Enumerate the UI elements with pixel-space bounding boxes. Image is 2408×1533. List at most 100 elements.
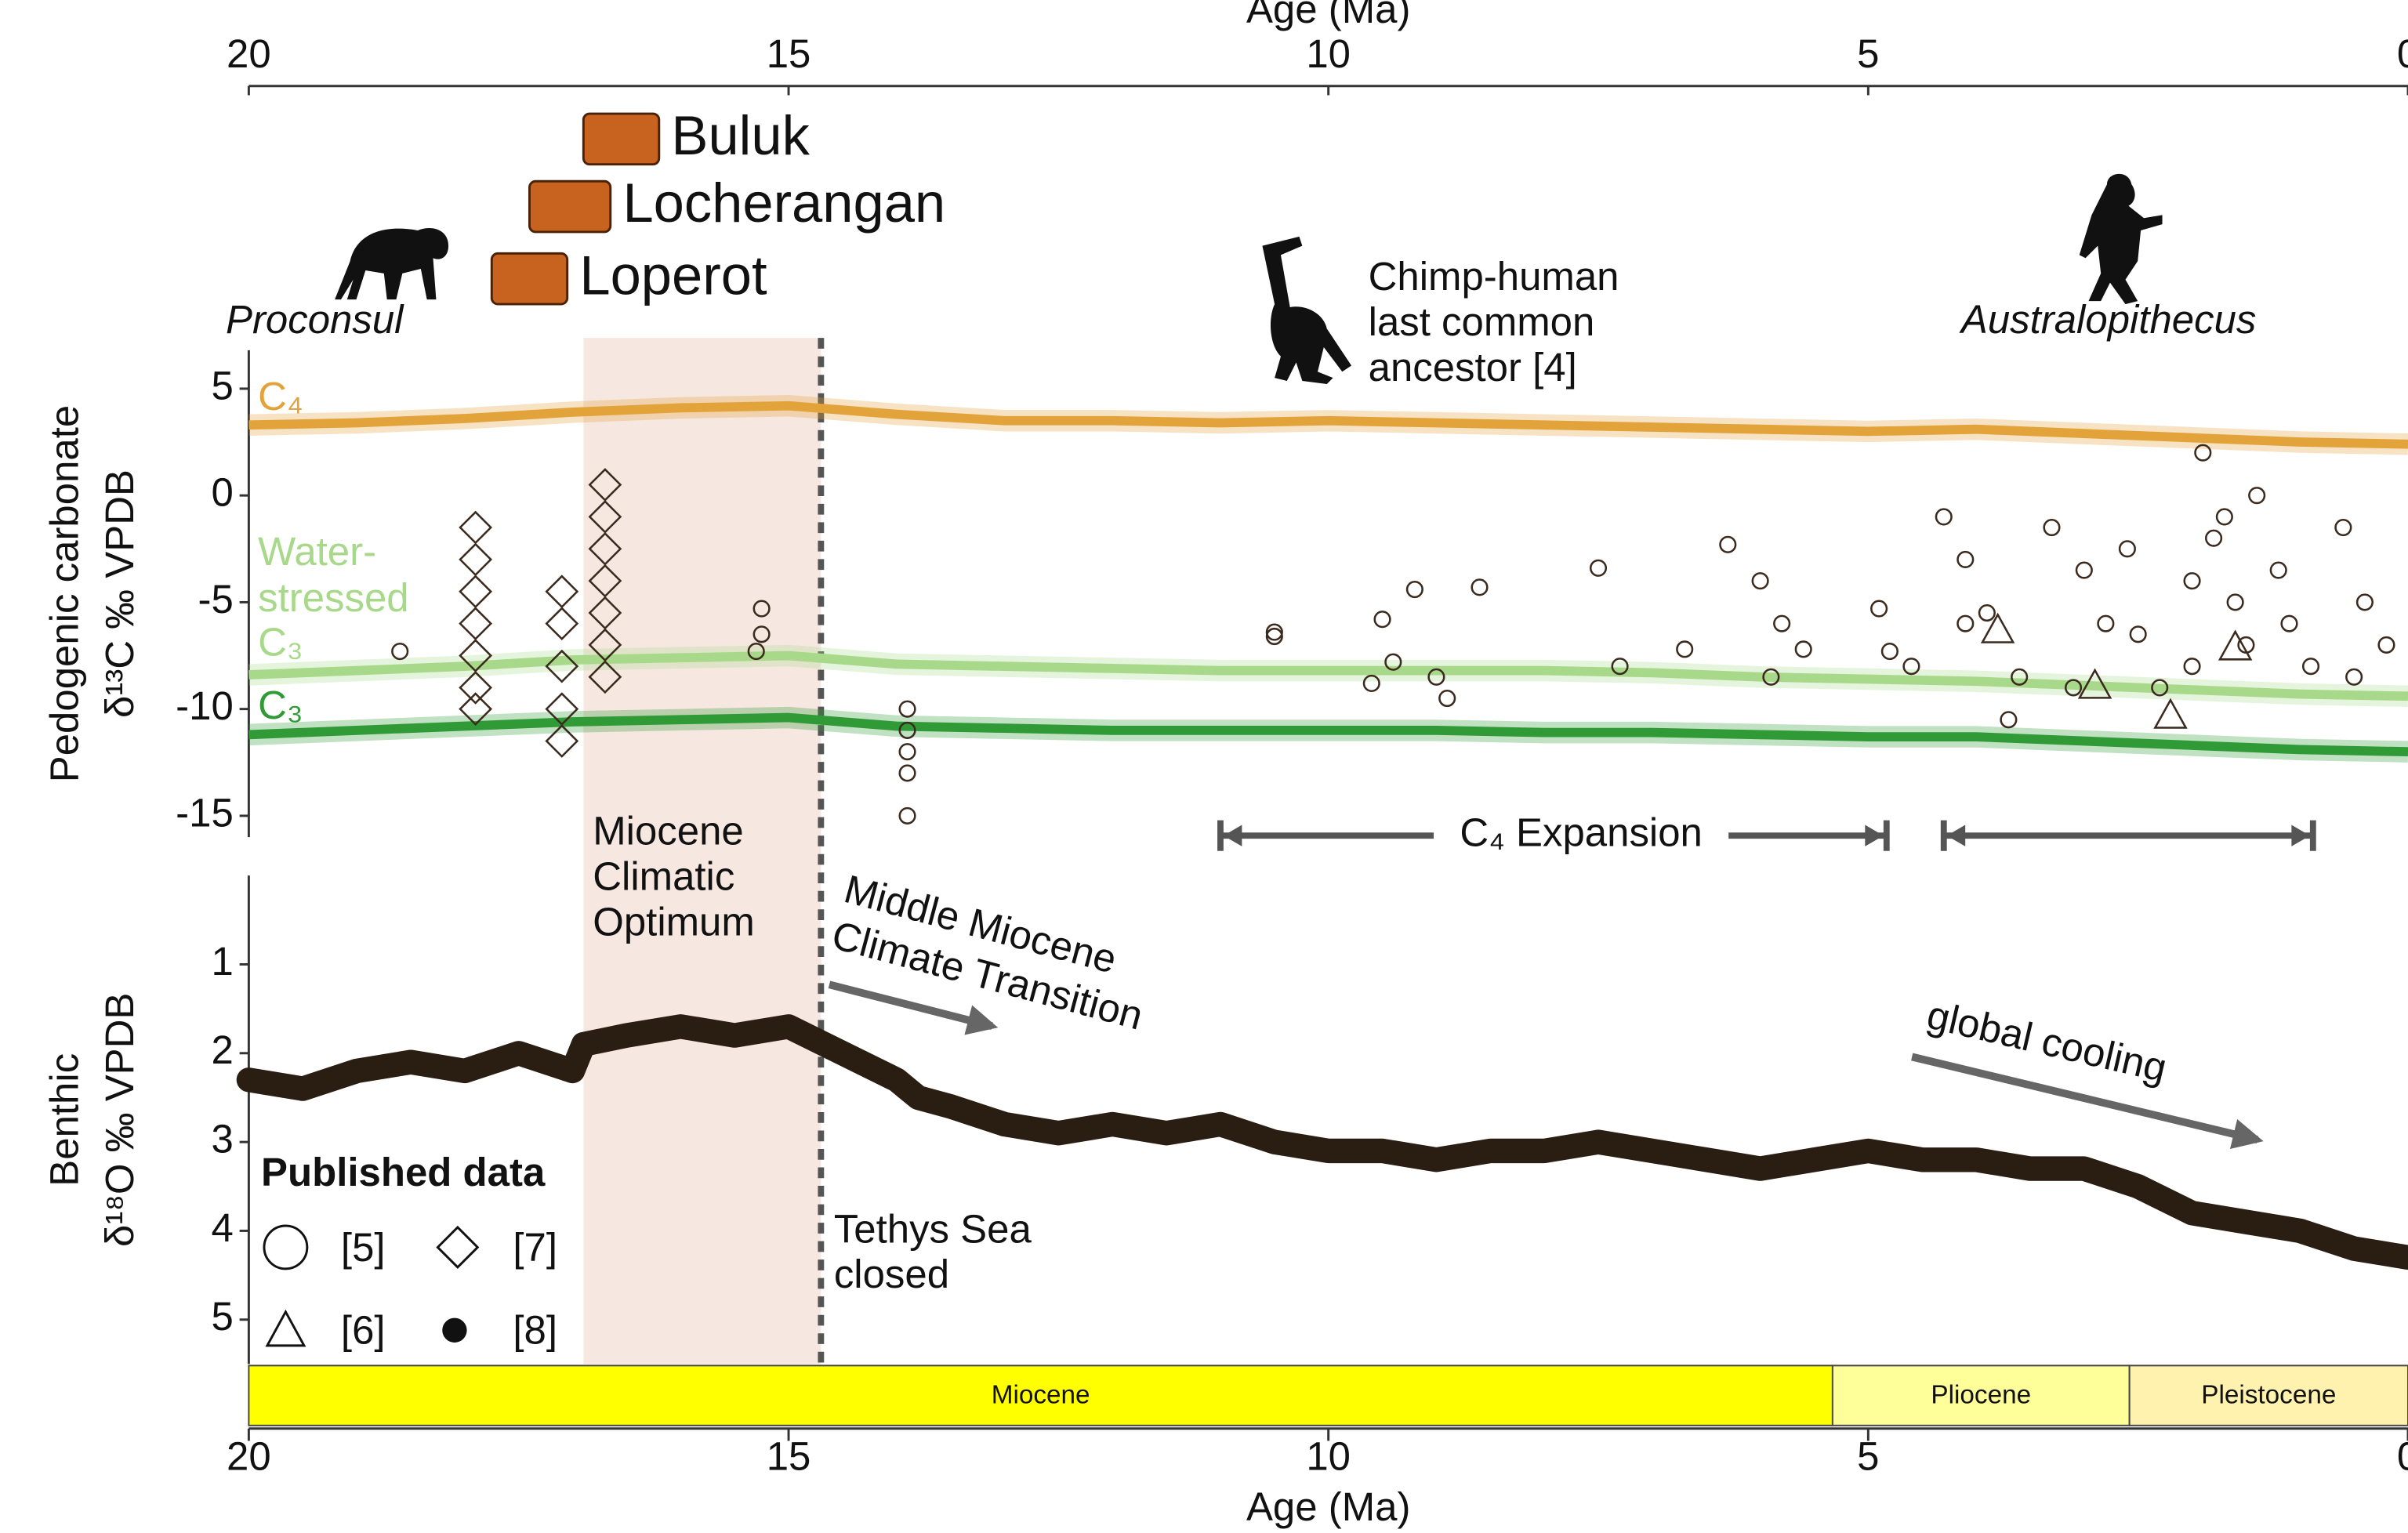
point xyxy=(1373,611,1391,629)
y-axis-title: Pedogenic carbonate xyxy=(42,405,87,783)
point xyxy=(2218,629,2253,661)
x-tick-label: 10 xyxy=(1306,1433,1351,1478)
legend-label: [7] xyxy=(513,1225,557,1270)
x-tick-label: 5 xyxy=(1857,31,1879,76)
point xyxy=(1676,640,1694,658)
legend-label: [8] xyxy=(513,1308,557,1353)
epoch-band xyxy=(248,1364,1833,1426)
y-tick-label: -15 xyxy=(176,790,234,835)
point xyxy=(2182,1204,2202,1223)
point xyxy=(1481,1141,1500,1161)
hominin-label: last common xyxy=(1369,299,1595,344)
point xyxy=(2355,593,2374,611)
site-range xyxy=(528,179,612,234)
point xyxy=(2205,529,2223,547)
point xyxy=(908,1088,928,1107)
point xyxy=(1696,1151,1716,1169)
point xyxy=(574,1035,593,1054)
legend-marker xyxy=(265,1309,306,1347)
point xyxy=(1589,559,1608,577)
point xyxy=(459,607,493,641)
point xyxy=(2399,1248,2408,1267)
chart-layer: 5 0 -5 -10 -15 Pedogenic carbonate δ¹³C ‰ VPDB… xyxy=(42,0,2408,1529)
line xyxy=(248,651,2408,701)
line-label: C₄ xyxy=(258,374,303,419)
line xyxy=(248,400,2408,449)
point xyxy=(898,764,916,782)
point xyxy=(1956,614,1975,632)
point xyxy=(898,700,916,718)
point xyxy=(1318,1141,1338,1161)
point xyxy=(1384,653,1402,671)
point xyxy=(2269,561,2287,579)
point xyxy=(1211,1114,1230,1134)
point xyxy=(1978,603,1996,622)
point xyxy=(1438,689,1456,708)
point xyxy=(2021,1159,2040,1178)
line-label: stressed xyxy=(258,575,408,620)
point xyxy=(1859,1141,1878,1161)
point xyxy=(391,643,409,661)
point xyxy=(779,1017,798,1036)
point xyxy=(671,1017,691,1036)
point xyxy=(833,1044,852,1063)
point xyxy=(2248,487,2266,505)
point xyxy=(1762,668,1780,686)
background-layer xyxy=(583,338,821,1364)
point xyxy=(2334,518,2352,537)
line-label: Water- xyxy=(258,529,376,574)
point xyxy=(752,600,771,618)
point xyxy=(2077,668,2112,699)
point xyxy=(1643,1141,1662,1161)
point xyxy=(401,1053,420,1071)
line xyxy=(248,712,2408,757)
point xyxy=(2345,1239,2363,1258)
annotation-arrow xyxy=(828,980,999,1035)
point xyxy=(725,1026,744,1045)
x-tick-label: 10 xyxy=(1306,31,1351,76)
x-axis-title: Age (Ma) xyxy=(1246,1484,1410,1529)
epoch-band xyxy=(2128,1364,2408,1426)
point xyxy=(898,806,916,824)
epoch-label: Pleistocene xyxy=(2201,1380,2336,1409)
point xyxy=(545,649,579,683)
point xyxy=(1373,1141,1392,1161)
site-range xyxy=(582,112,661,166)
point xyxy=(2129,625,2147,643)
expansion-label: C₄ Expansion xyxy=(1460,810,1703,855)
point xyxy=(1750,1159,1770,1178)
line-label: C₃ xyxy=(258,683,303,727)
point xyxy=(747,643,765,661)
y-axis-title: δ¹³C ‰ VPDB xyxy=(97,469,142,718)
point xyxy=(239,1071,259,1089)
point xyxy=(2345,668,2363,686)
point xyxy=(1405,580,1423,599)
y-tick-label: -10 xyxy=(176,683,234,728)
annotation: Climatic xyxy=(593,854,734,899)
legend-marker xyxy=(436,1225,480,1270)
point xyxy=(1967,1151,1986,1169)
x-tick-label: 15 xyxy=(767,1433,811,1478)
y-tick-label: 5 xyxy=(211,1294,233,1339)
point xyxy=(1794,640,1812,658)
point xyxy=(2194,444,2212,462)
point xyxy=(2183,572,2201,590)
x-tick-label: 20 xyxy=(227,31,271,76)
point xyxy=(752,625,771,643)
epoch-band xyxy=(1831,1364,2131,1426)
point xyxy=(459,510,493,545)
annotation-arrow xyxy=(1911,1053,2264,1150)
point xyxy=(563,1061,582,1081)
point xyxy=(898,721,916,739)
ape-icon xyxy=(1262,236,1352,384)
y-axis-title: δ¹⁸O ‰ VPDB xyxy=(97,993,142,1247)
point xyxy=(2280,614,2298,632)
point xyxy=(898,743,916,761)
point xyxy=(995,1114,1014,1134)
point xyxy=(459,671,493,705)
point xyxy=(887,1071,906,1089)
site-label: Locherangan xyxy=(622,172,945,234)
point xyxy=(2064,679,2083,697)
